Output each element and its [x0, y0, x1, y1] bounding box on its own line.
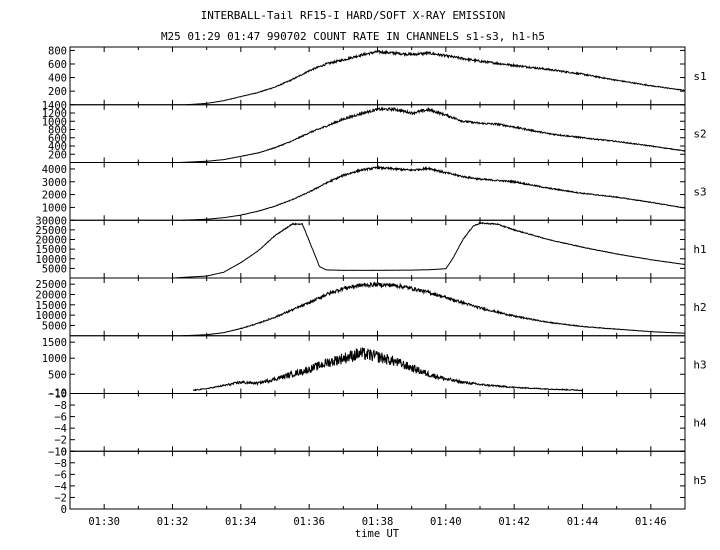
y-tick-label: 1000: [42, 202, 67, 214]
y-tick-label: 2000: [42, 190, 67, 202]
x-tick-label: 01:44: [567, 516, 599, 528]
panel-frame: [69, 162, 686, 221]
y-tick-label: −8: [54, 458, 67, 470]
panel-frame: [69, 104, 686, 163]
y-tick-label: −6: [54, 469, 67, 481]
x-tick-label: 01:46: [635, 516, 667, 528]
y-tick-label: 600: [48, 133, 67, 145]
y-tick-label: 600: [48, 59, 67, 71]
x-axis: 01:30 01:32 01:34 01:36 01:38 01:40 01:42 01:44…: [69, 47, 686, 528]
x-tick-label: 01:38: [362, 516, 394, 528]
x-tick-label: 01:42: [498, 516, 530, 528]
y-tick-label: −10: [48, 389, 67, 401]
channel-label: h1: [693, 243, 706, 256]
channel-label: h2: [693, 301, 706, 314]
y-tick-label: 1000: [42, 353, 67, 365]
y-tick-label: 400: [48, 141, 67, 153]
series-line-s2: [179, 106, 686, 163]
y-tick-label: 20000: [35, 290, 67, 302]
y-tick-label: 500: [48, 369, 67, 381]
channel-label: h3: [693, 359, 706, 372]
channel-label: s1: [693, 70, 706, 83]
y-tick-label: 20000: [35, 235, 67, 247]
y-tick-label: 10000: [35, 310, 67, 322]
y-tick-label: 5000: [42, 263, 67, 275]
chart-title: INTERBALL-Tail RF15-I HARD/SOFT X-RAY EM…: [201, 9, 506, 22]
y-tick-label: −2: [54, 492, 67, 504]
y-tick-label: 800: [48, 125, 67, 137]
channel-label: s3: [693, 185, 706, 198]
y-tick-label: −4: [54, 423, 67, 435]
y-tick-label: 30000: [35, 215, 67, 227]
x-tick-label: 01:32: [157, 516, 189, 528]
channel-label: s2: [693, 128, 706, 141]
chart-subtitle: M25 01:29 01:47 990702 COUNT RATE IN CHA…: [161, 30, 545, 43]
channel-label: h5: [693, 474, 706, 487]
y-tick-label: -10: [48, 388, 67, 400]
y-tick-label: −2: [54, 435, 67, 447]
series-line-h3: [192, 347, 583, 392]
panel-frame: [69, 450, 686, 510]
y-tick-label: 5000: [42, 320, 67, 332]
y-tick-label: 200: [48, 86, 67, 98]
y-tick-label: 25000: [35, 225, 67, 237]
x-tick-label: 01:36: [293, 516, 325, 528]
y-tick-label: 3000: [42, 177, 67, 189]
series-line-s3: [182, 165, 686, 221]
y-tick-label: 25000: [35, 279, 67, 291]
panels-group: 200400600800s1200400600800100012001400s2…: [35, 45, 707, 516]
y-tick-label: −8: [54, 400, 67, 412]
panel-frame: [69, 393, 686, 452]
series-line-s1: [186, 49, 686, 106]
y-tick-label: 4000: [42, 164, 67, 176]
y-tick-label: 400: [48, 73, 67, 85]
panel-frame: [69, 335, 686, 394]
y-tick-label: 1200: [42, 108, 67, 120]
y-tick-label: 10000: [35, 254, 67, 266]
y-tick-label: 1400: [42, 100, 67, 112]
x-tick-label: 01:40: [430, 516, 462, 528]
y-tick-label: 1500: [42, 337, 67, 349]
series-line-h1: [172, 221, 685, 279]
y-tick-label: −4: [54, 481, 67, 493]
x-tick-label: 01:34: [225, 516, 257, 528]
y-tick-label: 15000: [35, 244, 67, 256]
y-tick-label: 1000: [42, 116, 67, 128]
y-tick-label: −10: [48, 446, 67, 458]
channel-label: h4: [693, 416, 707, 429]
x-axis-label: time UT: [355, 528, 400, 540]
x-tick-label: 01:30: [88, 516, 120, 528]
y-tick-label: 200: [48, 149, 67, 161]
y-tick-label: 0: [61, 446, 67, 458]
y-tick-label: 0: [61, 504, 67, 516]
panel-h3: 500 1000 1500 -10 h3: [42, 335, 707, 400]
y-tick-label: 800: [48, 45, 67, 57]
y-tick-label: −6: [54, 412, 67, 424]
y-tick-label: 15000: [35, 300, 67, 312]
series-line-h2: [182, 281, 686, 337]
